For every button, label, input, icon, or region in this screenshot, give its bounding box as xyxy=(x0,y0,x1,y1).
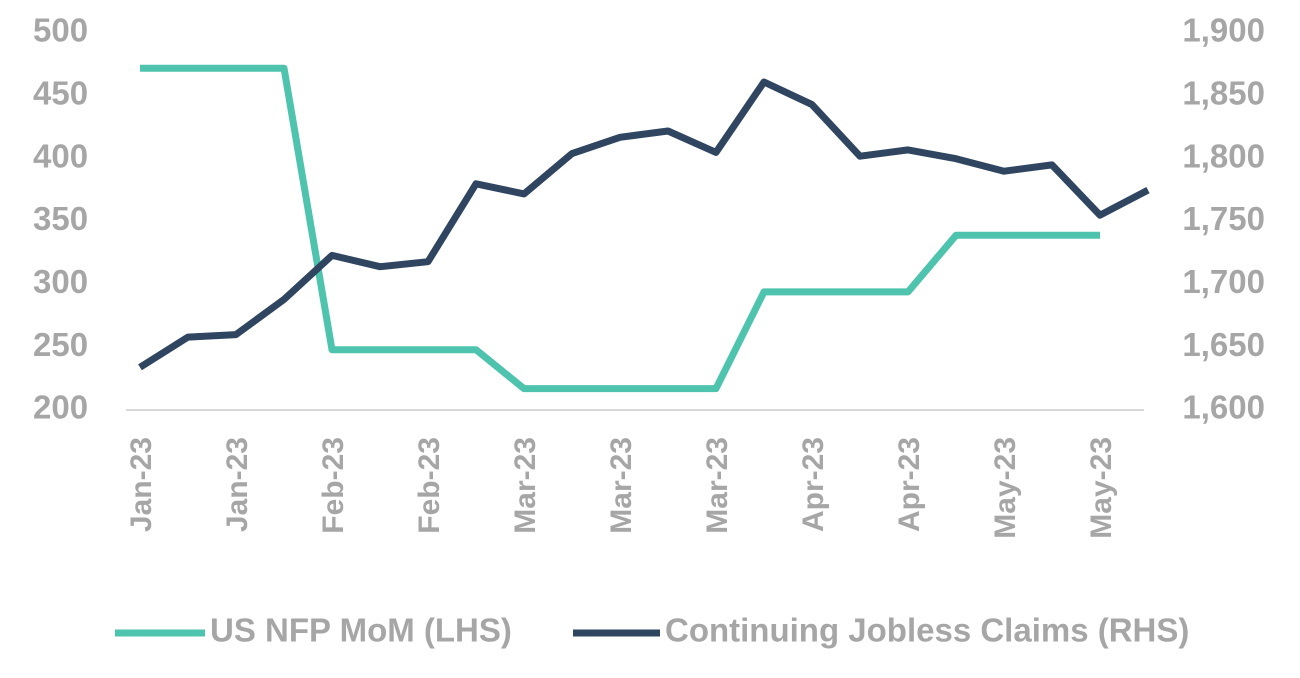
x-axis-tick-label: Mar-23 xyxy=(509,437,542,534)
left-axis-ticks: 500 450 400 350 300 250 200 xyxy=(33,12,88,426)
left-axis-tick-label: 200 xyxy=(33,389,88,426)
left-axis-tick-label: 450 xyxy=(33,75,88,112)
x-axis-tick-label: Jan-23 xyxy=(125,437,158,532)
right-axis-tick-label: 1,900 xyxy=(1182,12,1265,49)
x-axis-tick-label: Apr-23 xyxy=(797,437,830,532)
right-axis-tick-label: 1,700 xyxy=(1182,263,1265,300)
x-axis-ticks: Jan-23 Jan-23 Feb-23 Feb-23 Mar-23 Mar-23 Mar-… xyxy=(125,437,1118,539)
series-line-nfp xyxy=(140,64,1100,393)
x-axis-tick-label: May-23 xyxy=(1085,437,1118,539)
right-axis-tick-label: 1,750 xyxy=(1182,200,1265,237)
left-axis-tick-label: 300 xyxy=(33,263,88,300)
x-axis-tick-label: May-23 xyxy=(989,437,1022,539)
left-axis-tick-label: 500 xyxy=(33,12,88,49)
legend: US NFP MoM (LHS) Continuing Jobless Clai… xyxy=(115,612,1189,649)
left-axis-tick-label: 400 xyxy=(33,137,88,174)
right-axis-tick-label: 1,600 xyxy=(1182,389,1265,426)
x-axis-tick-label: Mar-23 xyxy=(701,437,734,534)
x-axis-tick-label: Mar-23 xyxy=(605,437,638,534)
right-axis-ticks: 1,900 1,850 1,800 1,750 1,700 1,650 1,600 xyxy=(1182,12,1265,426)
x-axis-tick-label: Jan-23 xyxy=(221,437,254,532)
right-axis-tick-label: 1,850 xyxy=(1182,75,1265,112)
x-axis-tick-label: Apr-23 xyxy=(893,437,926,532)
legend-label-claims: Continuing Jobless Claims (RHS) xyxy=(665,612,1189,649)
series-layer xyxy=(138,64,1150,393)
left-axis-tick-label: 350 xyxy=(33,200,88,237)
left-axis-tick-label: 250 xyxy=(33,326,88,363)
x-axis-tick-label: Feb-23 xyxy=(413,437,446,534)
x-axis-tick-label: Feb-23 xyxy=(317,437,350,534)
series-line-claims xyxy=(138,78,1150,371)
right-axis-tick-label: 1,800 xyxy=(1182,137,1265,174)
legend-label-nfp: US NFP MoM (LHS) xyxy=(210,612,512,649)
right-axis-tick-label: 1,650 xyxy=(1182,326,1265,363)
